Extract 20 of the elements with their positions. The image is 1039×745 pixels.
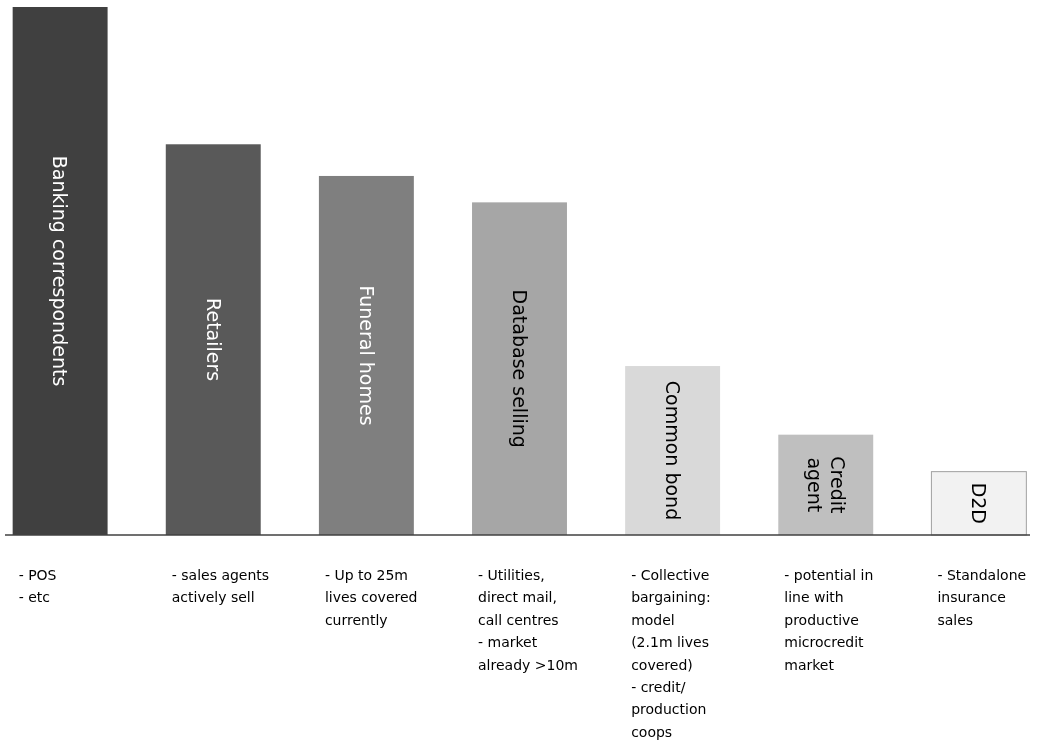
x-tick-label: D2D <box>968 482 991 524</box>
text: - potential in line with productive microcredit market <box>784 567 874 673</box>
bar <box>165 144 261 535</box>
text: - Collective bargaining: model (2.1m lives covered) - credit/ production coops <box>631 567 711 740</box>
x-tick-label: Funeral homes <box>355 285 378 426</box>
text: - Up to 25m lives covered currently <box>324 567 418 628</box>
text: - sales agents actively sell <box>171 567 270 606</box>
bar <box>318 175 414 535</box>
text: - Utilities, direct mail, call centres - market already >10m <box>478 567 578 673</box>
x-tick-label: Retailers <box>202 298 225 382</box>
bar <box>472 202 567 535</box>
text: - Standalone insurance sales <box>937 567 1027 628</box>
bar <box>778 434 874 535</box>
x-tick-label: Database selling <box>508 289 531 448</box>
x-tick-label: Banking correspondents <box>49 155 72 387</box>
x-tick-label: Common bond <box>661 380 684 521</box>
bar <box>625 366 721 535</box>
text: - POS - etc <box>18 567 57 606</box>
bar <box>930 471 1027 536</box>
x-tick-label: Credit agent <box>803 456 849 514</box>
